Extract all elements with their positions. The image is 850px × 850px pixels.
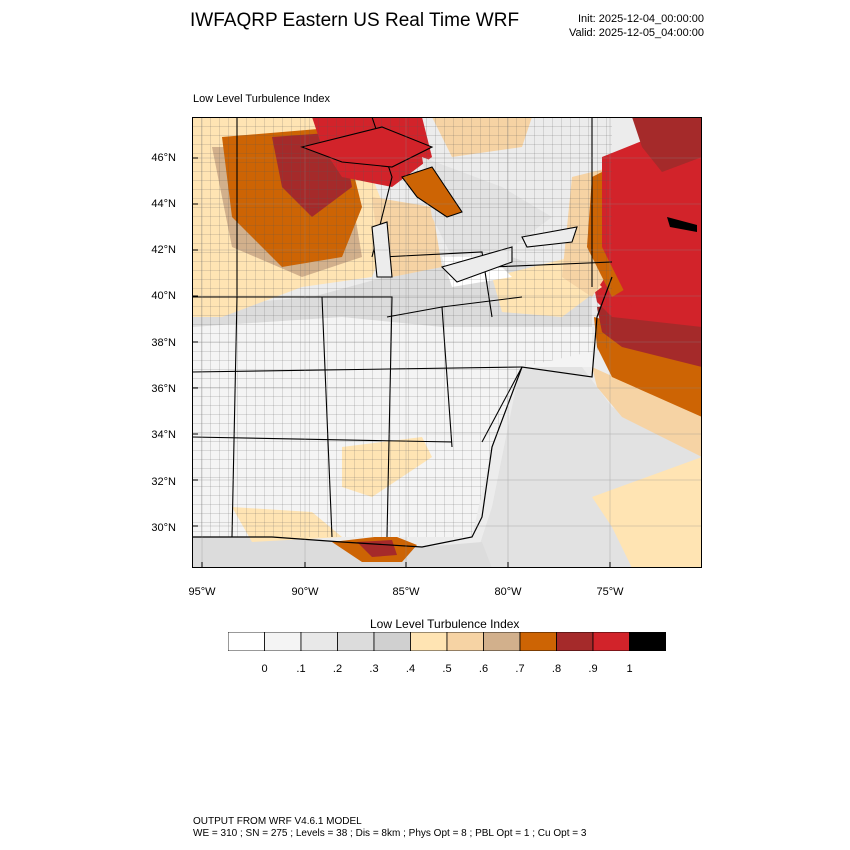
axis-ticks [192,157,611,568]
colorbar-tick-label: 0 [261,663,268,675]
colorbar-box [373,632,411,651]
ocean-tan-south [592,457,702,568]
colorbar-tick-label: .9 [588,663,598,675]
colorbar-box [519,632,557,651]
colorbar-box [556,632,594,651]
colorbar-tick-label: .1 [296,663,306,675]
lat-label-42n: 42°N [151,244,176,256]
state-boundaries [192,117,613,538]
lon-label-90w: 90°W [291,586,319,598]
lon-label-75w: 75°W [596,586,624,598]
lat-label-34n: 34°N [151,429,176,441]
footer-model-info: OUTPUT FROM WRF V4.6.1 MODEL [193,816,362,827]
init-time: Init: 2025-12-04_00:00:00 [578,13,704,25]
colorbar-box [300,632,338,651]
main-title: IWFAQRP Eastern US Real Time WRF [190,10,520,31]
lat-label-44n: 44°N [151,198,176,210]
colorbar-box [228,632,265,651]
colorbar-tick-label: .2 [332,663,343,675]
colorbar-tick-label: 1 [626,663,633,675]
colorbar-tick-label: .5 [442,663,452,675]
valid-time: Valid: 2025-12-05_04:00:00 [569,27,704,39]
colorbar-tick-label: .8 [551,663,562,675]
colorbar-box [629,632,666,651]
colorbar-tick-label: .6 [478,663,489,675]
lat-label-32n: 32°N [151,476,176,488]
maine-black-area [667,217,697,232]
colorbar-tick-label: .7 [515,663,525,675]
colorbar [228,632,666,651]
county-grid [192,117,612,537]
plot-title: Low Level Turbulence Index [193,93,330,105]
colorbar-tick-label: .3 [369,663,379,675]
turbulence-map [192,117,702,568]
graticule [192,117,702,568]
colorbar-box [337,632,375,651]
colorbar-box [264,632,302,651]
footer-model-options: WE = 310 ; SN = 275 ; Levels = 38 ; Dis … [193,828,587,839]
lat-label-30n: 30°N [151,522,176,534]
ocean-tan-band [592,367,702,457]
lat-label-46n: 46°N [151,152,176,164]
colorbar-title: Low Level Turbulence Index [370,617,520,631]
colorbar-box [446,632,484,651]
colorbar-box [410,632,448,651]
lat-label-38n: 38°N [151,337,176,349]
atlantic-coastline [192,276,613,548]
great-lakes-outlines [300,126,578,283]
lon-label-95w: 95°W [188,586,216,598]
lat-label-36n: 36°N [151,383,176,395]
gulf-of-mexico [192,537,492,568]
colorbar-box [483,632,521,651]
lon-label-80w: 80°W [494,586,522,598]
lon-label-85w: 85°W [392,586,420,598]
colorbar-tick-label: .4 [405,663,416,675]
colorbar-box [592,632,630,651]
lat-label-40n: 40°N [151,290,176,302]
